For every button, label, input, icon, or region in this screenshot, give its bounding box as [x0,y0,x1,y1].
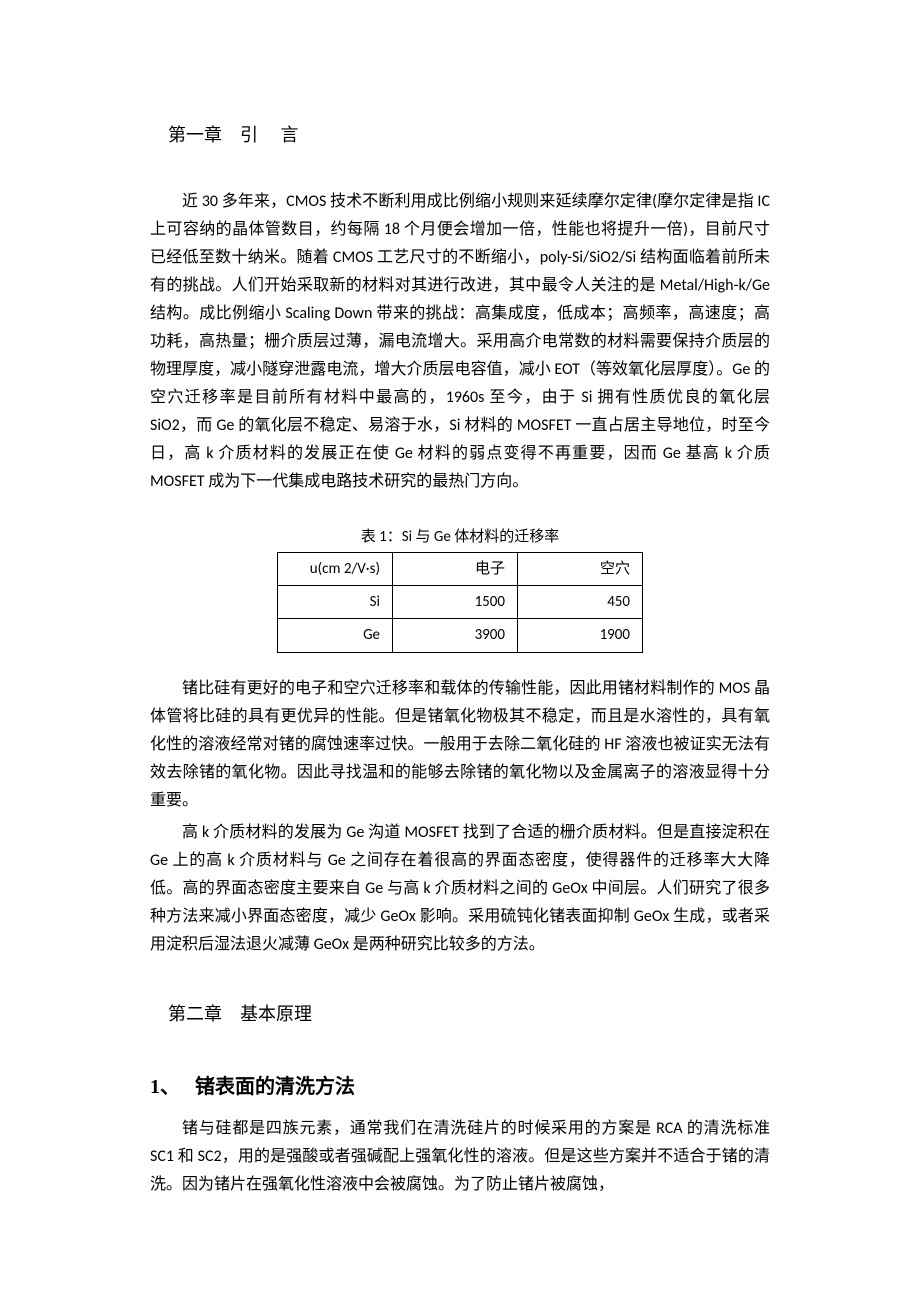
table-cell: 3900 [393,619,518,652]
paragraph-block-1: 近 30 多年来，CMOS 技术不断利用成比例缩小规则来延续摩尔定律(摩尔定律是… [150,188,770,496]
chapter-1-paragraph-1: 近 30 多年来，CMOS 技术不断利用成比例缩小规则来延续摩尔定律(摩尔定律是… [150,188,770,496]
table-header-row: u(cm 2/V·s) 电子 空穴 [278,552,643,585]
chapter-1-name: 引 言 [240,125,308,145]
table-cell: 1500 [393,586,518,619]
table-row: Si 1500 450 [278,586,643,619]
table-cell: Si [278,586,393,619]
table-row: Ge 3900 1900 [278,619,643,652]
table-header-cell: 电子 [393,552,518,585]
table-header-cell: u(cm 2/V·s) [278,552,393,585]
chapter-2-title: 第二章 基本原理 [150,999,770,1031]
table-cell: 450 [518,586,643,619]
chapter-1-prefix: 第一章 [168,125,222,145]
chapter-2-name: 基本原理 [240,1004,312,1024]
table-1-caption: 表 1：Si 与 Ge 体材料的迁移率 [150,524,770,550]
chapter-1-title: 第一章 引 言 [150,120,770,152]
chapter-1-paragraph-2: 锗比硅有更好的电子和空穴迁移率和载体的传输性能，因此用锗材料制作的 MOS 晶体… [150,675,770,815]
mobility-table: u(cm 2/V·s) 电子 空穴 Si 1500 450 Ge 3900 19… [277,552,643,653]
section-1-name: 锗表面的清洗方法 [195,1076,355,1098]
section-1-title: 1、 锗表面的清洗方法 [150,1070,770,1105]
table-header-cell: 空穴 [518,552,643,585]
section-1-number: 1、 [150,1070,190,1105]
table-cell: 1900 [518,619,643,652]
table-cell: Ge [278,619,393,652]
document-page: 第一章 引 言 近 30 多年来，CMOS 技术不断利用成比例缩小规则来延续摩尔… [0,0,920,1263]
paragraph-block-2: 锗比硅有更好的电子和空穴迁移率和载体的传输性能，因此用锗材料制作的 MOS 晶体… [150,675,770,959]
chapter-2-prefix: 第二章 [168,1004,222,1024]
chapter-1-paragraph-3: 高 k 介质材料的发展为 Ge 沟道 MOSFET 找到了合适的栅介质材料。但是… [150,819,770,959]
section-1-paragraph-1: 锗与硅都是四族元素，通常我们在清洗硅片的时候采用的方案是 RCA 的清洗标准 S… [150,1115,770,1199]
